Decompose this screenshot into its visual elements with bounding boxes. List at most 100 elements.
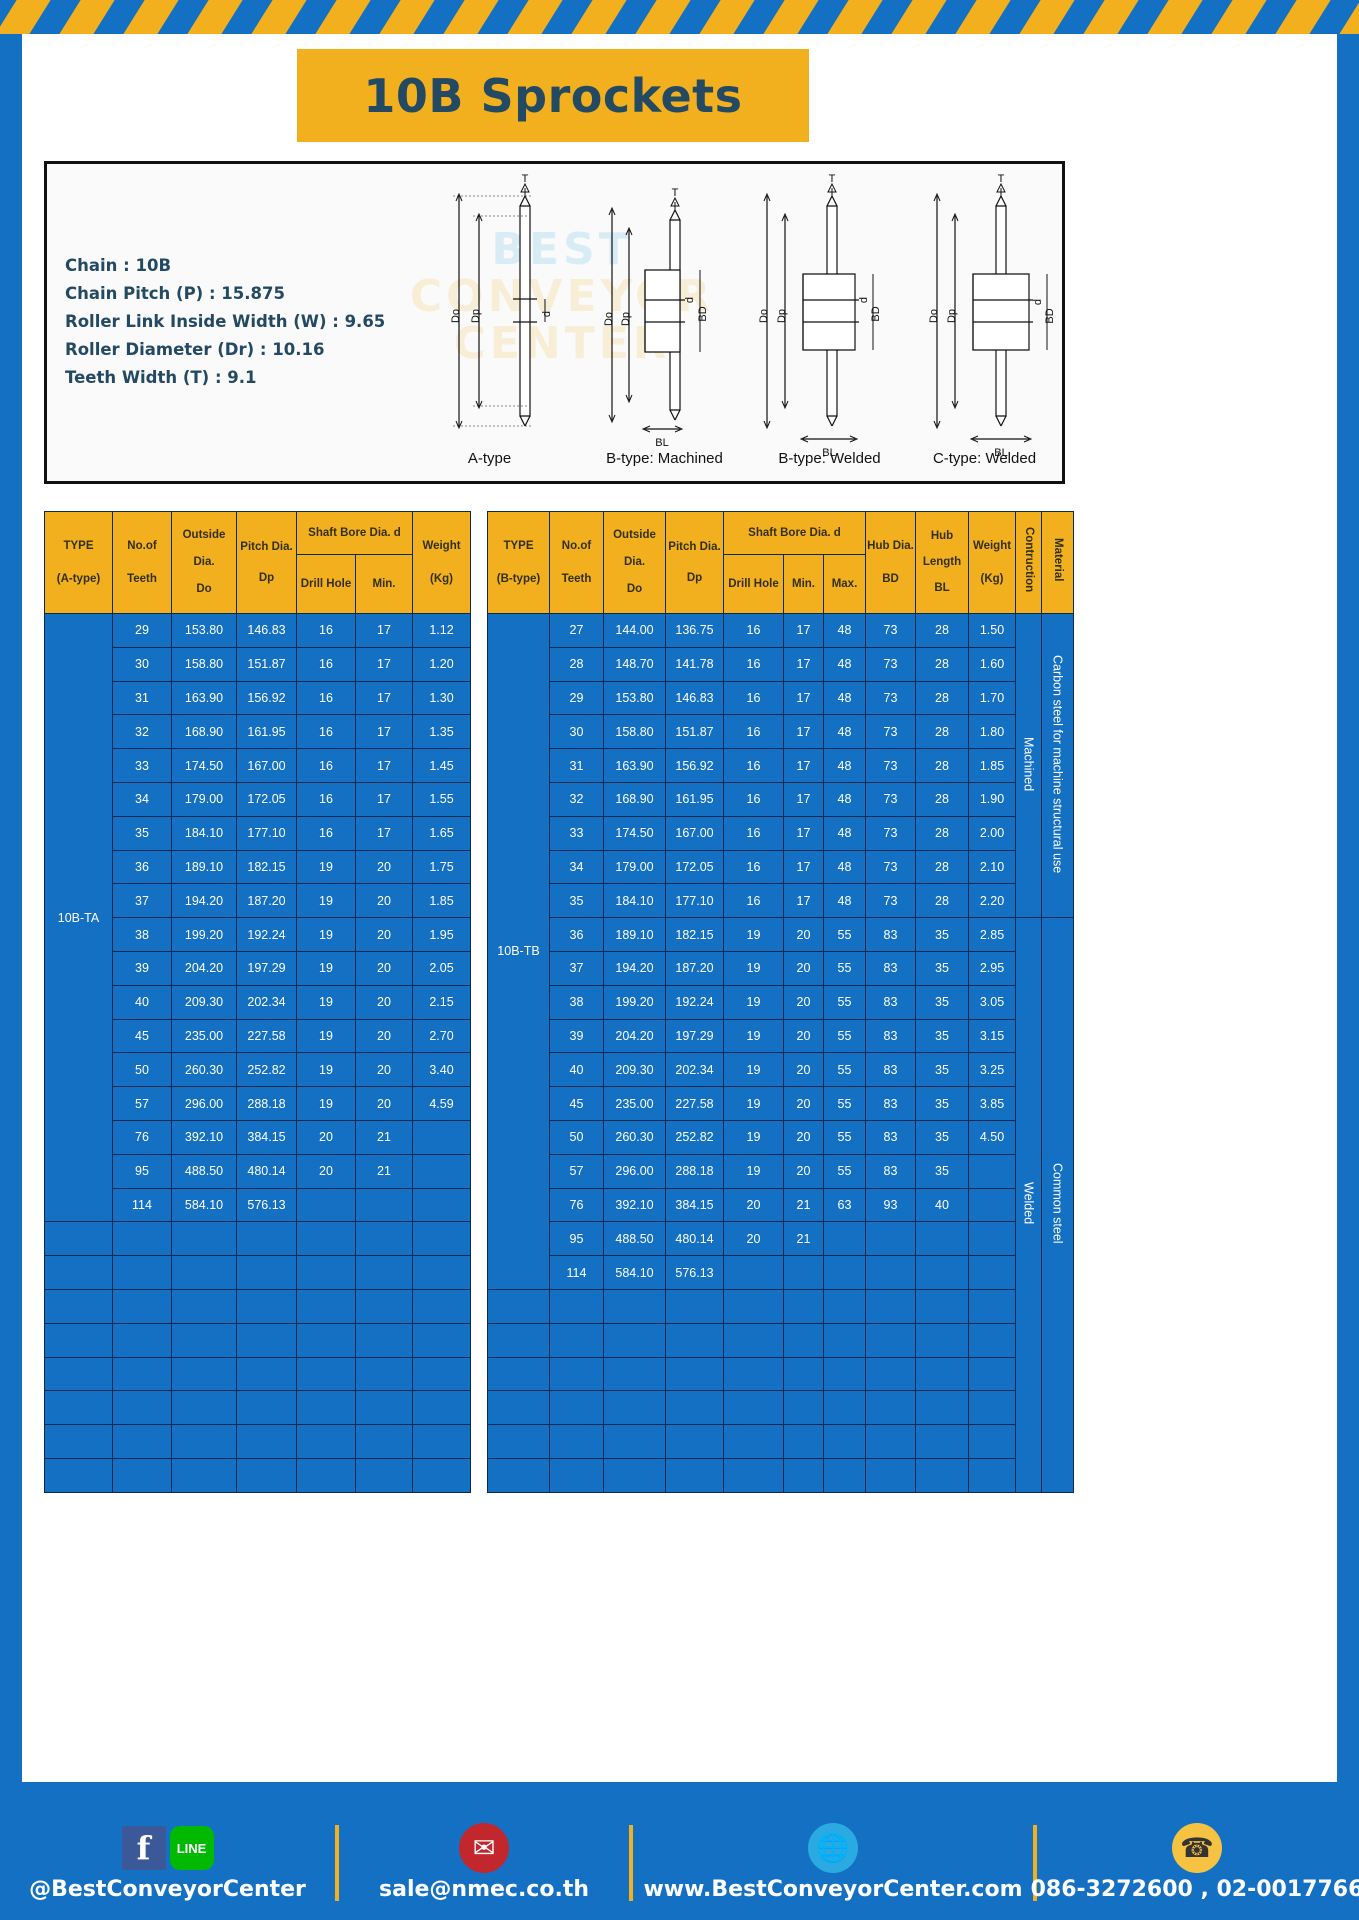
footer-email-block[interactable]: ✉ sale@nmec.co.th [339,1823,629,1902]
th-b-outside-dia: Outside Dia. Do [603,511,666,614]
svg-text:T: T [998,174,1005,185]
globe-icon[interactable]: 🌐 [808,1823,858,1873]
cell-pitch-dia: 192.24 [236,917,297,952]
cell-teeth: 40 [549,1052,604,1088]
cell-hub-length: 28 [915,613,969,648]
cell-min: 20 [783,1086,824,1121]
facebook-icon[interactable]: f [121,1826,166,1870]
cell-drill-hole: 16 [296,815,356,851]
chevron-stripe [567,0,631,34]
cell-weight [412,1187,471,1223]
table-row: 95 488.50 480.14 20 21 [45,1153,471,1189]
line-icon[interactable]: LINE [169,1826,214,1870]
cell-pitch-dia: 192.24 [665,984,724,1020]
table-row: 40 209.30 202.34 19 20 2.15 [45,984,471,1020]
phone-icon[interactable]: ☎ [1172,1823,1222,1873]
cell-teeth: 95 [112,1153,172,1189]
cell-pitch-dia [236,1255,297,1290]
cell-weight [412,1322,471,1358]
cell-weight: 2.20 [968,883,1016,919]
email-icon[interactable]: ✉ [459,1823,509,1873]
cell-outside-dia [603,1288,666,1324]
cell-weight: 2.10 [968,849,1016,885]
cell-teeth: 29 [549,680,604,716]
th-b-drill-hole: Drill Hole [723,554,784,614]
cell-teeth: 35 [549,883,604,919]
cell-weight: 3.40 [412,1052,471,1088]
cell-drill-hole: 19 [723,1086,784,1121]
cell-max [823,1457,866,1493]
cell-drill-hole [723,1322,784,1358]
cell-teeth: 35 [112,815,172,851]
cell-weight: 1.90 [968,781,1016,817]
cell-teeth: 36 [549,917,604,952]
cell-outside-dia: 392.10 [171,1119,237,1155]
cell-outside-dia: 144.00 [603,613,666,648]
cell-hub-dia: 73 [865,815,916,851]
cell-hub-dia: 73 [865,849,916,885]
cell-min: 17 [355,714,413,750]
svg-text:Dp: Dp [470,309,482,323]
cell-teeth [549,1356,604,1392]
cell-max: 55 [823,1086,866,1121]
cell-b-type-empty [487,1322,550,1358]
cell-hub-length: 28 [915,714,969,750]
cell-pitch-dia: 252.82 [665,1119,724,1155]
cell-teeth: 34 [112,781,172,817]
cell-hub-dia: 73 [865,714,916,750]
svg-text:BL: BL [655,437,668,449]
cell-b-type-empty [487,1356,550,1392]
cell-pitch-dia [236,1322,297,1358]
cell-outside-dia: 163.90 [171,680,237,716]
cell-teeth: 34 [549,849,604,885]
footer-phone-block[interactable]: ☎ 086-3272600 , 02-0017766 [1031,1823,1359,1902]
table-row: 76 392.10 384.15 20 21 [45,1119,471,1155]
cell-min: 20 [783,1018,824,1054]
table-row: 57 296.00 288.18 19 20 55 83 35 [488,1153,1074,1189]
cell-outside-dia: 488.50 [603,1221,666,1257]
footer-website-block[interactable]: 🌐 www.BestConveyorCenter.com [633,1823,1033,1902]
cell-drill-hole: 16 [723,815,784,851]
cell-max: 48 [823,781,866,817]
cell-teeth: 38 [112,917,172,952]
cell-outside-dia: 168.90 [603,781,666,817]
cell-a-type-empty [44,1356,113,1392]
page-title-band: 10B Sprockets [297,49,809,142]
cell-weight: 1.45 [412,748,471,783]
cell-max: 48 [823,748,866,783]
footer-facebook-block[interactable]: f LINE @BestConveyorCenter [0,1824,335,1902]
svg-text:Dp: Dp [776,309,788,323]
cell-pitch-dia: 197.29 [236,950,297,986]
chevron-stripe [1271,0,1335,34]
footer-web-icon-box: 🌐 [808,1823,858,1873]
cell-outside-dia: 235.00 [603,1086,666,1121]
cell-teeth: 32 [549,781,604,817]
cell-b-type-value: 10B-TB [487,613,550,1290]
cell-weight [968,1390,1016,1426]
cell-weight [412,1221,471,1257]
cell-max: 55 [823,1052,866,1088]
chevron-stripe [119,0,183,34]
cell-min: 17 [783,815,824,851]
cell-min: 20 [783,1153,824,1189]
cell-teeth: 37 [112,883,172,919]
cell-hub-length: 28 [915,781,969,817]
footer-phone-icon-box: ☎ [1172,1823,1222,1873]
cell-a-type-empty [44,1457,113,1493]
cell-teeth [112,1322,172,1358]
cell-pitch-dia: 384.15 [665,1187,724,1223]
cell-min: 17 [355,613,413,648]
table-row [44,1424,471,1459]
cell-hub-dia: 83 [865,1018,916,1054]
cell-hub-dia: 93 [865,1187,916,1223]
cell-drill-hole: 20 [723,1221,784,1257]
cell-outside-dia: 204.20 [171,950,237,986]
table-row: 45 235.00 227.58 19 20 55 83 35 3.85 [488,1086,1074,1121]
cell-min [783,1390,824,1426]
th-a-outside-dia: Outside Dia. Do [171,511,237,614]
th-a-type: TYPE (A-type) [44,511,113,614]
cell-hub-length [915,1457,969,1493]
cell-min [783,1322,824,1358]
cell-outside-dia: 179.00 [171,781,237,817]
cell-min: 20 [355,1052,413,1088]
